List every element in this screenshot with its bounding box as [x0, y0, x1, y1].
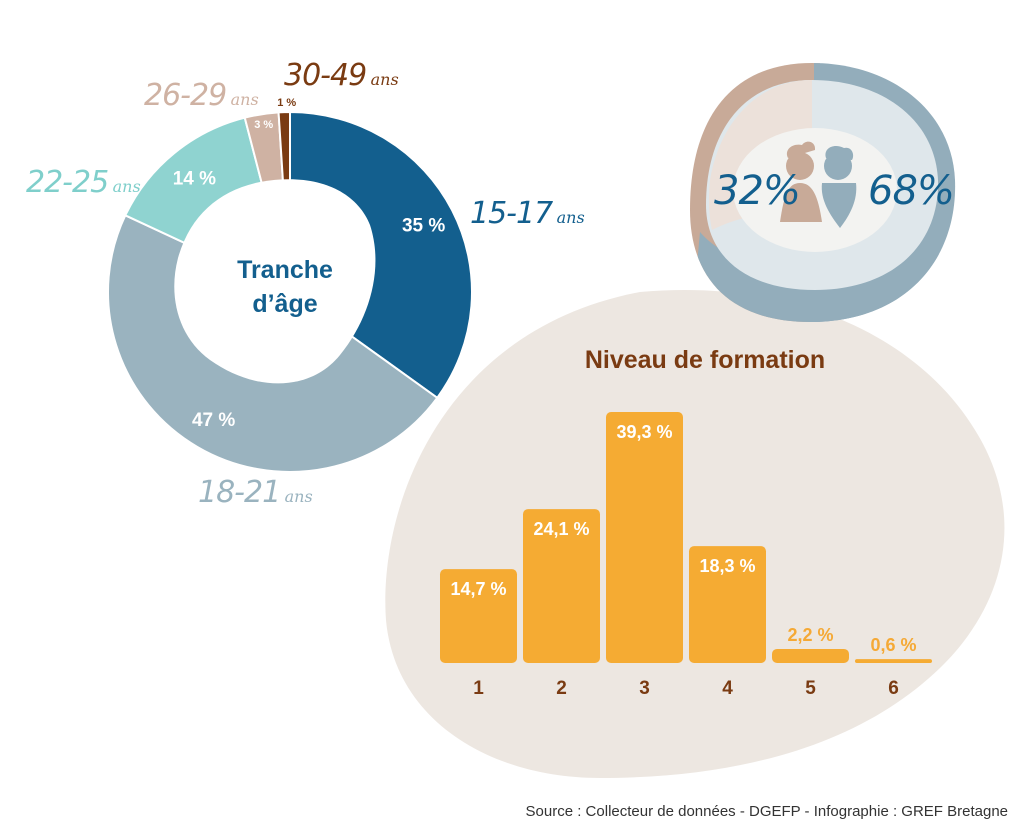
label-15-17: 15-17 ans — [470, 196, 585, 231]
bar-value-label: 2,2 % — [787, 625, 833, 645]
bar-value-label: 0,6 % — [870, 635, 916, 655]
donut-value-label: 35 % — [402, 215, 445, 236]
label-26-29-range: 26-29 — [144, 78, 227, 113]
bar-level-3 — [606, 412, 683, 663]
label-30-49: 30-49 ans — [284, 58, 399, 93]
bar-category-label: 2 — [556, 678, 567, 699]
bar-category-label: 4 — [722, 678, 733, 699]
bar-level-4 — [689, 546, 766, 663]
bar-value-label: 14,7 % — [450, 579, 506, 599]
bar-value-label: 39,3 % — [616, 422, 672, 442]
bar-level-2 — [523, 509, 600, 663]
bar-level-5 — [772, 648, 849, 663]
donut-value-label: 3 % — [254, 119, 273, 131]
label-22-25-unit: ans — [112, 177, 141, 196]
formation-chart-title: Niveau de formation — [584, 346, 826, 374]
label-30-49-unit: ans — [370, 70, 399, 89]
age-chart-title-line1: Tranche — [237, 256, 333, 284]
donut-slice-15-17-ans — [289, 110, 473, 400]
bar-value-label: 18,3 % — [699, 556, 755, 576]
bar-category-label: 3 — [639, 678, 650, 699]
bar-level-1 — [440, 569, 517, 663]
label-18-21-range: 18-21 — [198, 475, 281, 510]
bar-category-label: 1 — [473, 678, 484, 699]
label-30-49-range: 30-49 — [284, 58, 367, 93]
bar-category-label: 5 — [805, 678, 816, 699]
label-18-21-unit: ans — [284, 487, 313, 506]
label-18-21: 18-21 ans — [198, 475, 313, 510]
label-22-25: 22-25 ans — [26, 165, 141, 200]
source-note: Source : Collecteur de données - DGEFP -… — [525, 803, 1008, 820]
age-chart-title-line2: d’âge — [252, 290, 318, 318]
label-26-29-unit: ans — [230, 90, 259, 109]
label-15-17-range: 15-17 — [470, 196, 553, 231]
gender-male-pct: 68% — [868, 168, 955, 214]
label-26-29: 26-29 ans — [144, 78, 259, 113]
label-15-17-unit: ans — [556, 208, 585, 227]
donut-value-label: 47 % — [192, 410, 235, 431]
bar-category-label: 6 — [888, 678, 899, 699]
donut-value-label: 1 % — [277, 97, 296, 109]
label-22-25-range: 22-25 — [26, 165, 109, 200]
female-icon — [780, 141, 822, 222]
donut-value-label: 14 % — [173, 169, 216, 190]
donut-hole — [174, 179, 376, 384]
male-icon — [821, 146, 857, 228]
bar-level-6 — [855, 659, 932, 663]
gender-female-pct: 32% — [714, 168, 801, 214]
bar-value-label: 24,1 % — [533, 519, 589, 539]
